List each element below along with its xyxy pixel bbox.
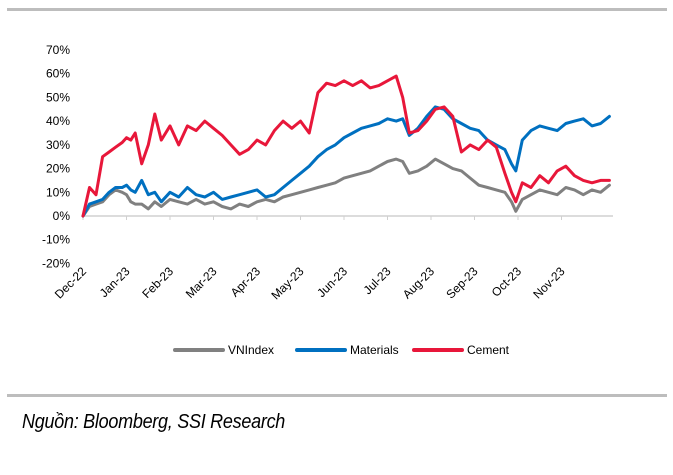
x-tick-label: Jul-23 — [361, 264, 394, 297]
y-tick-label: 40% — [46, 114, 70, 128]
series-line-materials — [81, 105, 611, 218]
series-line-vnindex — [81, 157, 611, 218]
legend: VNIndex Materials Cement — [173, 343, 510, 357]
legend-label-cement: Cement — [467, 343, 510, 357]
x-tick-label: Apr-23 — [228, 264, 264, 300]
line-chart: 70% 60% 50% 40% 30% 20% 10% 0% -10% -20% Dec-22 Ja… — [42, 43, 613, 357]
y-tick-label: -20% — [42, 256, 70, 270]
y-axis: 70% 60% 50% 40% 30% 20% 10% 0% -10% -20% — [42, 43, 70, 270]
x-tick-label: Oct-23 — [489, 264, 525, 300]
source-note: Nguồn: Bloomberg, SSI Research — [22, 411, 286, 433]
x-tick-label: May-23 — [268, 264, 306, 302]
x-tick-label: Sep-23 — [443, 264, 480, 301]
series-group — [81, 74, 611, 218]
y-tick-label: 70% — [46, 43, 70, 57]
y-tick-label: 50% — [46, 90, 70, 104]
x-tick-label: Nov-23 — [530, 264, 567, 301]
x-tick-label: Jan-23 — [97, 264, 133, 300]
y-tick-label: 60% — [46, 67, 70, 81]
y-tick-label: 10% — [46, 185, 70, 199]
y-tick-label: 20% — [46, 162, 70, 176]
legend-label-vnindex: VNIndex — [228, 343, 274, 357]
x-axis: Dec-22 Jan-23 Feb-23 Mar-23 Apr-23 May-23 Jun-… — [52, 215, 613, 302]
y-tick-label: 30% — [46, 138, 70, 152]
top-divider — [7, 8, 667, 11]
x-tick-label: Aug-23 — [400, 264, 437, 301]
y-tick-label: -10% — [42, 233, 70, 247]
x-tick-label: Feb-23 — [139, 264, 176, 301]
x-tick-label: Jun-23 — [314, 264, 350, 300]
y-tick-label: 0% — [53, 209, 71, 223]
series-line-cement — [81, 74, 611, 218]
x-tick-label: Mar-23 — [183, 264, 220, 301]
bottom-divider — [7, 394, 667, 397]
legend-label-materials: Materials — [350, 343, 399, 357]
